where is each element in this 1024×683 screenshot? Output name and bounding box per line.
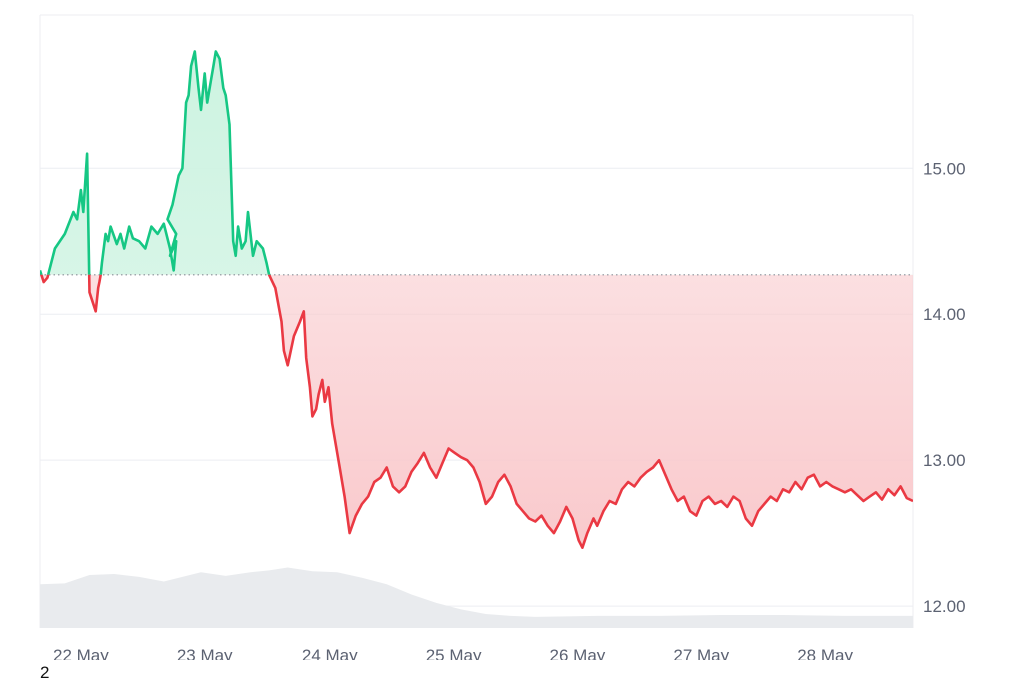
- x-tick-label: 25 May: [426, 646, 482, 660]
- footnote-number: 2: [40, 663, 50, 682]
- x-tick-label: 26 May: [550, 646, 606, 660]
- x-axis-ticks: 22 May 23 May 24 May 25 May 26 May 27 May 28 M…: [53, 646, 853, 660]
- x-tick-label: 28 May: [797, 646, 853, 660]
- volume-layer: [40, 567, 913, 628]
- price-line-below: [40, 274, 913, 549]
- x-tick-label: 23 May: [177, 646, 233, 660]
- below-area-fill: [40, 274, 913, 548]
- x-tick-label: 27 May: [673, 646, 729, 660]
- price-fill-layer: [40, 51, 913, 548]
- y-axis-ticks: 12.00 13.00 14.00 15.00: [923, 159, 966, 616]
- volume-area: [40, 567, 913, 628]
- y-tick-label: 14.00: [923, 305, 966, 324]
- x-tick-label: 22 May: [53, 646, 109, 660]
- y-tick-label: 12.00: [923, 597, 966, 616]
- price-line-above: [40, 50, 271, 275]
- y-tick-label: 15.00: [923, 159, 966, 178]
- y-tick-label: 13.00: [923, 451, 966, 470]
- x-tick-label: 24 May: [302, 646, 358, 660]
- price-line-layer: [40, 50, 913, 549]
- above-area-fill: [40, 51, 270, 275]
